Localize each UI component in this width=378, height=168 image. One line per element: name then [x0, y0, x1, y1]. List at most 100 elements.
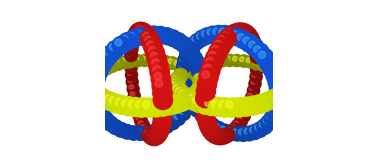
Circle shape: [146, 54, 158, 67]
Circle shape: [194, 30, 210, 46]
Circle shape: [129, 35, 134, 41]
Circle shape: [130, 97, 142, 109]
Circle shape: [138, 26, 156, 44]
Circle shape: [243, 98, 256, 110]
Circle shape: [206, 57, 214, 65]
Circle shape: [203, 56, 215, 69]
Circle shape: [203, 55, 222, 74]
Circle shape: [179, 74, 184, 80]
Circle shape: [196, 82, 215, 101]
Circle shape: [96, 90, 114, 108]
Circle shape: [253, 66, 257, 70]
Circle shape: [204, 124, 211, 131]
Circle shape: [101, 92, 119, 111]
Circle shape: [188, 67, 194, 72]
Circle shape: [148, 132, 154, 139]
Circle shape: [171, 71, 186, 86]
Circle shape: [248, 41, 256, 48]
Circle shape: [89, 85, 96, 92]
Circle shape: [88, 76, 94, 83]
Circle shape: [220, 128, 235, 142]
Circle shape: [196, 89, 215, 108]
Circle shape: [125, 62, 137, 74]
Circle shape: [189, 84, 206, 101]
Circle shape: [207, 29, 214, 35]
Circle shape: [177, 59, 191, 74]
Circle shape: [222, 32, 228, 39]
Circle shape: [200, 118, 217, 135]
Circle shape: [269, 107, 276, 114]
Circle shape: [125, 43, 138, 56]
Circle shape: [201, 61, 220, 80]
Circle shape: [173, 35, 180, 42]
Circle shape: [146, 130, 161, 145]
Circle shape: [127, 71, 132, 75]
Circle shape: [272, 83, 279, 90]
Circle shape: [224, 126, 238, 140]
Circle shape: [224, 126, 238, 140]
Circle shape: [89, 85, 96, 92]
Circle shape: [125, 55, 137, 68]
Circle shape: [126, 126, 141, 140]
Circle shape: [272, 96, 279, 102]
Circle shape: [172, 112, 186, 125]
Circle shape: [260, 54, 278, 72]
Circle shape: [179, 109, 184, 114]
Circle shape: [163, 99, 170, 106]
Circle shape: [155, 29, 161, 36]
Circle shape: [276, 81, 292, 98]
Circle shape: [222, 26, 240, 44]
Circle shape: [263, 117, 270, 123]
Circle shape: [204, 64, 211, 72]
Circle shape: [203, 116, 208, 121]
Circle shape: [194, 72, 200, 78]
Circle shape: [256, 93, 274, 112]
Circle shape: [197, 111, 203, 117]
Circle shape: [192, 36, 198, 42]
Circle shape: [185, 91, 192, 98]
Circle shape: [125, 69, 138, 81]
Circle shape: [133, 56, 138, 61]
Circle shape: [125, 55, 137, 68]
Circle shape: [212, 121, 226, 135]
Circle shape: [259, 96, 266, 103]
Circle shape: [143, 32, 150, 39]
Circle shape: [149, 56, 168, 75]
Circle shape: [211, 46, 219, 53]
Circle shape: [153, 109, 172, 128]
Circle shape: [151, 131, 158, 137]
Circle shape: [214, 123, 219, 129]
Circle shape: [133, 126, 147, 140]
Circle shape: [138, 121, 144, 126]
Circle shape: [162, 122, 167, 127]
Circle shape: [176, 88, 194, 105]
Circle shape: [110, 122, 116, 128]
Circle shape: [210, 129, 226, 144]
Circle shape: [210, 25, 227, 42]
Circle shape: [135, 128, 141, 134]
Circle shape: [158, 28, 175, 45]
Circle shape: [189, 67, 203, 81]
Circle shape: [240, 112, 245, 117]
Circle shape: [187, 95, 194, 102]
Circle shape: [142, 128, 148, 134]
Circle shape: [253, 59, 258, 64]
Circle shape: [173, 73, 179, 79]
Circle shape: [183, 103, 189, 109]
Circle shape: [252, 53, 257, 58]
Circle shape: [175, 96, 183, 103]
Circle shape: [155, 122, 162, 129]
Circle shape: [167, 32, 174, 39]
Circle shape: [219, 131, 225, 137]
Circle shape: [135, 25, 142, 31]
Circle shape: [212, 131, 219, 137]
Circle shape: [270, 80, 287, 98]
Circle shape: [223, 98, 242, 117]
Circle shape: [193, 106, 198, 111]
Circle shape: [189, 100, 194, 106]
Circle shape: [121, 35, 128, 42]
Circle shape: [133, 105, 138, 110]
Circle shape: [135, 101, 143, 109]
Circle shape: [186, 38, 201, 53]
Circle shape: [153, 65, 161, 73]
